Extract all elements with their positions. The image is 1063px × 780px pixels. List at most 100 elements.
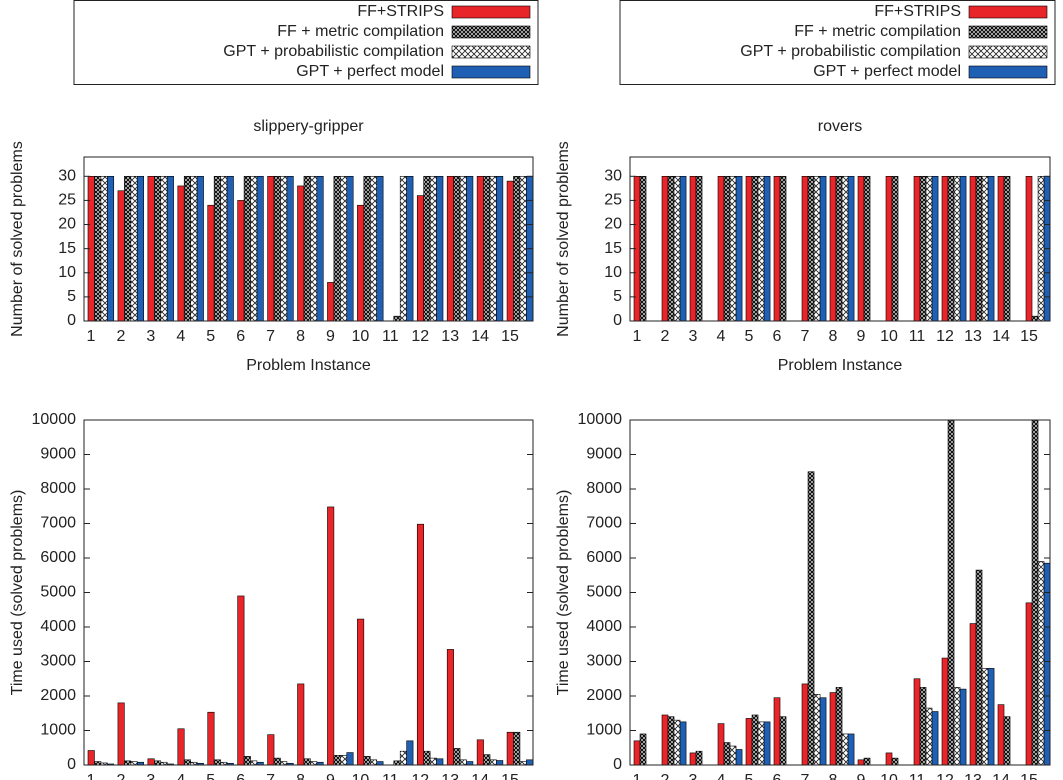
- bar: [667, 175, 675, 322]
- bar: [316, 175, 324, 322]
- legend-label: GPT + perfect model: [296, 63, 444, 80]
- bar: [243, 756, 251, 766]
- bar: [459, 759, 467, 766]
- y-tick-label: 8000: [586, 480, 622, 497]
- y-tick-label: 3000: [586, 653, 622, 670]
- bar: [689, 752, 697, 766]
- bar: [695, 750, 703, 766]
- bar: [267, 734, 275, 766]
- legend-swatch: [451, 25, 531, 39]
- x-tick-label: 7: [801, 772, 810, 780]
- y-tick-label: 6000: [586, 549, 622, 566]
- x-tick-label: 4: [176, 328, 185, 345]
- bar: [857, 175, 865, 322]
- x-tick-label: 6: [773, 328, 782, 345]
- bar: [416, 523, 425, 766]
- bar: [190, 175, 198, 322]
- bar: [813, 693, 821, 766]
- bar: [763, 721, 771, 766]
- bar: [399, 750, 407, 766]
- bar: [124, 175, 132, 322]
- x-tick-label: 13: [964, 772, 982, 780]
- x-tick-label: 6: [773, 772, 782, 780]
- bar: [333, 755, 341, 766]
- bar: [213, 175, 221, 322]
- bar: [981, 668, 989, 766]
- bar: [506, 180, 514, 322]
- bar: [124, 760, 132, 766]
- x-tick-label: 2: [116, 328, 125, 345]
- y-tick-label: 20: [58, 216, 76, 233]
- bar: [416, 195, 425, 322]
- bar: [87, 750, 95, 766]
- x-tick-label: 5: [206, 772, 215, 780]
- bar: [819, 697, 827, 766]
- x-tick-label: 12: [936, 772, 954, 780]
- legend-label: FF + metric compilation: [277, 23, 444, 40]
- bar: [975, 569, 983, 766]
- bar: [327, 506, 335, 766]
- legend-label: GPT + probabilistic compilation: [223, 43, 444, 60]
- x-tick-label: 12: [411, 328, 429, 345]
- bar: [310, 175, 318, 322]
- x-tick-label: 13: [964, 328, 982, 345]
- bar: [213, 759, 221, 766]
- bar: [779, 175, 787, 322]
- y-tick-label: 0: [613, 756, 622, 773]
- y-tick-label: 6000: [40, 549, 76, 566]
- x-tick-label: 6: [236, 772, 245, 780]
- bar: [723, 742, 731, 766]
- y-tick-label: 0: [613, 312, 622, 329]
- bar: [819, 175, 827, 322]
- legend-swatch: [451, 5, 531, 19]
- bar: [941, 657, 949, 766]
- x-tick-label: 11: [909, 328, 926, 345]
- bar: [695, 175, 703, 322]
- y-axis-label: Number of solved problems: [555, 141, 572, 337]
- bar: [250, 760, 258, 766]
- y-tick-label: 30: [58, 168, 76, 185]
- bar: [847, 175, 855, 322]
- bar: [273, 175, 281, 322]
- x-tick-label: 13: [441, 328, 459, 345]
- x-tick-label: 2: [661, 328, 670, 345]
- x-tick-label: 5: [745, 328, 754, 345]
- legend-swatch: [451, 65, 531, 79]
- bar: [207, 711, 215, 766]
- y-tick-label: 9000: [40, 446, 76, 463]
- bar: [226, 175, 234, 322]
- bar: [745, 718, 753, 766]
- x-tick-label: 1: [87, 328, 96, 345]
- y-tick-label: 0: [67, 312, 76, 329]
- y-tick-label: 10000: [32, 411, 77, 428]
- legend-label: FF+STRIPS: [874, 3, 961, 20]
- x-tick-label: 10: [880, 328, 898, 345]
- bar: [363, 175, 371, 322]
- x-axis-label: Problem Instance: [778, 357, 903, 374]
- bar: [94, 175, 102, 322]
- bar: [891, 175, 899, 322]
- bar: [483, 754, 491, 766]
- bar: [959, 688, 967, 766]
- x-tick-label: 7: [266, 328, 275, 345]
- bar: [735, 749, 743, 766]
- bar: [436, 175, 444, 322]
- y-tick-label: 4000: [40, 618, 76, 635]
- bar: [913, 175, 921, 322]
- bar: [661, 175, 669, 322]
- bar: [813, 175, 821, 322]
- bar: [751, 175, 759, 322]
- x-tick-label: 15: [501, 328, 519, 345]
- x-tick-label: 1: [633, 328, 642, 345]
- bar: [506, 731, 514, 766]
- bar: [100, 175, 108, 322]
- bar: [1043, 562, 1051, 766]
- chart-title: rovers: [818, 118, 862, 135]
- bar: [376, 175, 384, 322]
- bar: [885, 752, 893, 766]
- y-tick-label: 3000: [40, 653, 76, 670]
- y-tick-label: 4000: [586, 618, 622, 635]
- x-tick-label: 7: [266, 772, 275, 780]
- bar: [177, 728, 185, 766]
- plot-frame: [83, 156, 534, 322]
